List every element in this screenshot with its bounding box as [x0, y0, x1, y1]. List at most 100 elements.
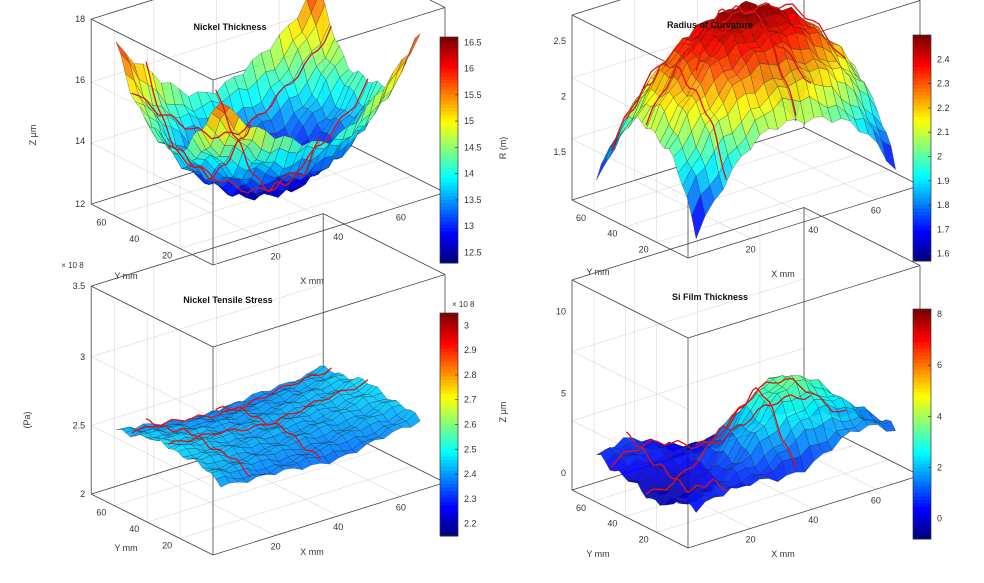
- colorbar-band: [440, 529, 458, 534]
- colorbar-tick-label: 0: [937, 514, 942, 524]
- colorbar-tick-label: 13.5: [464, 195, 482, 205]
- colorbar-tick-label: 14.5: [464, 142, 482, 152]
- colorbar-band: [913, 355, 931, 360]
- colorbar-band: [913, 176, 931, 181]
- y-tick-label: 60: [576, 503, 586, 513]
- colorbar-band: [913, 102, 931, 107]
- colorbar-band: [913, 218, 931, 223]
- colorbar-band: [440, 313, 458, 317]
- colorbar-band: [440, 192, 458, 197]
- colorbar-tick-label: 14: [464, 169, 474, 179]
- colorbar-band: [913, 232, 931, 237]
- colorbar-band: [913, 144, 931, 149]
- colorbar-tick-label: 2.5: [464, 444, 477, 454]
- y-tick-label: 60: [96, 508, 106, 518]
- y-tick-label: 60: [96, 218, 106, 228]
- chart-title: Nickel Tensile Stress: [183, 295, 272, 305]
- colorbar-band: [440, 178, 458, 183]
- colorbar-tick-label: 1.7: [937, 224, 950, 234]
- z-tick-label: 14: [75, 136, 85, 146]
- colorbar-band: [440, 40, 458, 45]
- colorbar-band: [913, 391, 931, 396]
- colorbar-band: [440, 58, 458, 63]
- colorbar-band: [440, 65, 458, 70]
- colorbar-band: [440, 44, 458, 49]
- colorbar-band: [913, 165, 931, 170]
- z-axis-label: Z μm: [498, 402, 508, 423]
- z-tick-label: 16: [75, 75, 85, 85]
- colorbar-band: [913, 348, 931, 353]
- colorbar-band: [913, 56, 931, 61]
- colorbar-band: [440, 150, 458, 155]
- z-tick-label: 2: [80, 489, 85, 499]
- colorbar-band: [913, 362, 931, 367]
- x-axis-label: X mm: [771, 549, 795, 559]
- colorbar-band: [913, 140, 931, 145]
- colorbar-band: [440, 365, 458, 370]
- profile-lines: [610, 378, 846, 495]
- colorbar-band: [440, 125, 458, 130]
- colorbar-band: [913, 66, 931, 71]
- surface-patch: [406, 33, 421, 60]
- colorbar-band: [440, 441, 458, 446]
- colorbar-band: [440, 407, 458, 412]
- colorbar-band: [440, 259, 458, 264]
- colorbar-band: [913, 95, 931, 100]
- axes-box: [90, 213, 446, 556]
- colorbar-band: [440, 445, 458, 450]
- colorbar-band: [913, 186, 931, 191]
- colorbar-band: [913, 208, 931, 213]
- profile-line: [131, 25, 332, 140]
- colorbar-band: [913, 326, 931, 332]
- colorbar-band: [913, 402, 931, 407]
- colorbar: 0 2 4 6 8: [912, 308, 942, 540]
- colorbar-band: [440, 75, 458, 80]
- colorbar-band: [440, 142, 458, 147]
- colorbar-band: [440, 480, 458, 485]
- surface-patch: [881, 420, 896, 432]
- colorbar-band: [913, 112, 931, 117]
- colorbar-band: [913, 366, 931, 371]
- colorbar-tick-label: 12.5: [464, 247, 482, 257]
- colorbar-band: [440, 379, 458, 384]
- colorbar-band: [440, 410, 458, 415]
- colorbar-band: [913, 162, 931, 167]
- colorbar-band: [440, 174, 458, 179]
- colorbar-band: [440, 515, 458, 520]
- colorbar-band: [440, 382, 458, 387]
- colorbar-band: [440, 316, 458, 321]
- colorbar-band: [440, 135, 458, 140]
- colorbar-band: [913, 193, 931, 198]
- colorbar-band: [913, 45, 931, 50]
- colorbar-band: [440, 157, 458, 162]
- colorbar-band: [913, 91, 931, 96]
- colorbar-band: [913, 73, 931, 78]
- colorbar-band: [440, 93, 458, 98]
- colorbar-band: [440, 206, 458, 211]
- colorbar-band: [913, 172, 931, 177]
- colorbar-band: [440, 494, 458, 499]
- x-tick-label: 40: [333, 232, 343, 242]
- z-tick-label: 1.5: [553, 147, 566, 157]
- colorbar-band: [440, 511, 458, 516]
- colorbar-band: [913, 495, 931, 500]
- colorbar-tick-label: 15.5: [464, 90, 482, 100]
- colorbar-band: [913, 319, 931, 324]
- colorbar-band: [913, 222, 931, 227]
- colorbar-band: [913, 503, 931, 508]
- colorbar-band: [440, 393, 458, 398]
- colorbar-band: [440, 476, 458, 481]
- colorbar-band: [440, 483, 458, 488]
- colorbar-band: [440, 241, 458, 246]
- colorbar-band: [913, 488, 931, 493]
- surface-mesh: [115, 0, 421, 201]
- x-tick-label: 20: [746, 244, 756, 254]
- colorbar-band: [913, 42, 931, 47]
- colorbar-tick-label: 6: [937, 360, 942, 370]
- surface-mesh: [115, 365, 421, 488]
- colorbar-band: [440, 438, 458, 443]
- colorbar-band: [913, 323, 931, 328]
- colorbar-band: [913, 499, 931, 504]
- colorbar-band: [440, 227, 458, 232]
- colorbar-band: [440, 469, 458, 474]
